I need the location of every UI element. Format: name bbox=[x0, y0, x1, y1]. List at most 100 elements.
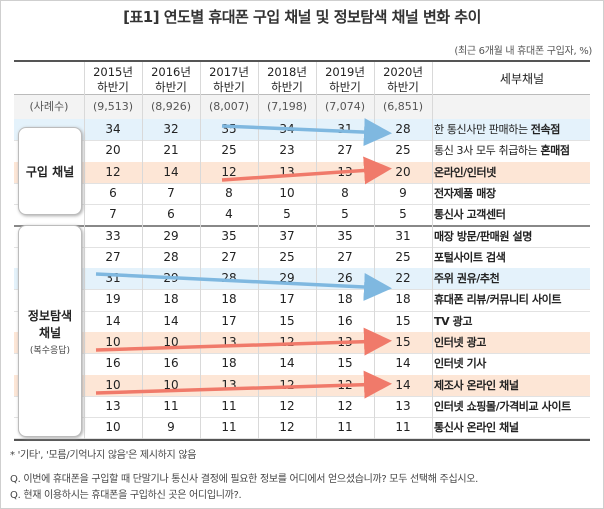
period-half: 하반기 bbox=[155, 80, 187, 94]
label-emphasis: 매장 방문/판매원 설명 bbox=[434, 229, 532, 243]
cell-value: 15 bbox=[395, 313, 411, 328]
cell-value: 13 bbox=[105, 398, 121, 413]
cell-value: 17 bbox=[221, 313, 237, 328]
table-header: 2015년 하반기 2016년 하반기 2017년 하반기 2018년 하반기 2019… bbox=[14, 60, 590, 96]
cell-value: 14 bbox=[105, 313, 121, 328]
label-prefix: 통신 3사 모두 취급하는 bbox=[434, 144, 541, 158]
cell-value: 27 bbox=[337, 249, 353, 264]
header-period-2020: 2020년 하반기 bbox=[374, 62, 432, 96]
label-emphasis: 인터넷 광고 bbox=[434, 336, 487, 349]
column-divider bbox=[84, 62, 85, 439]
sub-channel-label: 전자제품 매장 bbox=[434, 183, 496, 204]
cell-value: 5 bbox=[399, 207, 407, 222]
cell-value: 20 bbox=[105, 143, 121, 158]
table-row: 27 28 27 25 27 25 포털사이트 검색 bbox=[14, 247, 590, 270]
trend-arrow-up bbox=[95, 370, 392, 399]
question-note: Q. 이번에 휴대폰을 구입할 때 단말기나 통신사 결정에 필요한 정보를 어… bbox=[10, 474, 479, 485]
sub-channel-label: 주위 권유/추천 bbox=[434, 268, 500, 289]
column-divider bbox=[142, 62, 143, 439]
cell-value: 6 bbox=[167, 207, 175, 222]
cell-value: 35 bbox=[337, 228, 353, 243]
cell-value: 11 bbox=[337, 420, 353, 435]
cell-value: 9 bbox=[399, 185, 407, 200]
cell-value: 13 bbox=[395, 398, 411, 413]
header-period-2015: 2015년 하반기 bbox=[84, 62, 142, 96]
category-info-channel: 정보탐색 채널 (복수응답) bbox=[18, 225, 82, 437]
label-emphasis: 제조사 온라인 채널 bbox=[434, 378, 519, 392]
period-half: 하반기 bbox=[213, 80, 245, 94]
period-year: 2020년 bbox=[383, 65, 423, 79]
column-divider bbox=[258, 62, 259, 439]
cell-value: 7 bbox=[167, 185, 175, 200]
header-period-2018: 2018년 하반기 bbox=[258, 62, 316, 96]
column-divider bbox=[432, 62, 433, 439]
cell-value: 8 bbox=[341, 185, 349, 200]
sample-count-row: (사례수) (9,513) (8,926) (8,007) (7,198) (7… bbox=[14, 94, 590, 121]
cell-value: 14 bbox=[279, 356, 295, 371]
cell-value: 6 bbox=[109, 185, 117, 200]
cell-value: 20 bbox=[395, 164, 411, 179]
cell-value: 18 bbox=[221, 292, 237, 307]
period-half: 하반기 bbox=[97, 80, 129, 94]
question-note: Q. 현재 이용하시는 휴대폰을 구입하신 곳은 어디입니까?. bbox=[10, 490, 242, 501]
table-bottom-border bbox=[14, 438, 590, 441]
category-name: 채널 bbox=[38, 325, 62, 340]
category-name: 구입 채널 bbox=[25, 164, 75, 179]
label-emphasis: 인터넷 쇼핑몰/가격비교 사이트 bbox=[434, 399, 571, 413]
label-emphasis: 인터넷 기사 bbox=[434, 357, 487, 371]
label-emphasis: TV 광고 bbox=[434, 314, 473, 328]
trend-arrow-up bbox=[221, 156, 392, 185]
cell-value: 12 bbox=[337, 398, 353, 413]
header-sub-channel: 세부채널 bbox=[499, 72, 545, 86]
sub-channel-label: 제조사 온라인 채널 bbox=[434, 375, 519, 396]
sub-channel-label: 휴대폰 리뷰/커뮤니티 사이트 bbox=[434, 289, 562, 310]
cell-value: 11 bbox=[221, 398, 237, 413]
cell-value: 10 bbox=[105, 377, 121, 392]
category-purchase-channel: 구입 채널 bbox=[18, 127, 82, 215]
label-prefix: 한 통신사만 판매하는 bbox=[434, 123, 531, 136]
cell-value: 10 bbox=[163, 377, 179, 392]
cell-value: 25 bbox=[395, 143, 411, 158]
sub-channel-label: 통신사 온라인 채널 bbox=[434, 417, 519, 438]
cell-value: 10 bbox=[105, 335, 121, 349]
cell-value: 12 bbox=[221, 164, 237, 179]
period-half: 하반기 bbox=[387, 80, 419, 94]
period-year: 2015년 bbox=[93, 65, 133, 79]
period-year: 2019년 bbox=[325, 65, 365, 79]
cell-value: 14 bbox=[395, 377, 411, 392]
label-emphasis: 온라인/인터넷 bbox=[434, 165, 496, 179]
label-emphasis: 통신사 온라인 채널 bbox=[434, 421, 519, 435]
sample-count: (8,007) bbox=[208, 100, 250, 113]
cell-value: 14 bbox=[163, 313, 179, 328]
cell-value: 25 bbox=[221, 143, 237, 158]
sub-channel-label: 인터넷 쇼핑몰/가격비교 사이트 bbox=[434, 396, 571, 417]
cell-value: 18 bbox=[395, 292, 411, 307]
category-note: (복수응답) bbox=[29, 345, 71, 356]
sub-channel-label: 매장 방문/판매원 설명 bbox=[434, 226, 532, 247]
cell-value: 12 bbox=[279, 398, 295, 413]
cell-value: 11 bbox=[221, 420, 237, 435]
period-year: 2017년 bbox=[209, 65, 249, 79]
cell-value: 16 bbox=[163, 356, 179, 371]
sub-channel-label: 인터넷 광고 bbox=[434, 332, 486, 353]
column-divider bbox=[200, 62, 201, 439]
table-row: 33 29 35 37 35 31 매장 방문/판매원 설명 bbox=[14, 226, 590, 248]
column-divider bbox=[374, 62, 375, 439]
footnote: * '기타', '모름/기억나지 않음'은 제시하지 않음 bbox=[10, 450, 197, 461]
cell-value: 37 bbox=[279, 228, 295, 243]
cell-value: 17 bbox=[279, 292, 295, 307]
trend-arrow-down bbox=[221, 118, 392, 147]
cell-value: 27 bbox=[105, 249, 121, 264]
sample-count: (9,513) bbox=[92, 100, 134, 113]
cell-value: 11 bbox=[163, 398, 179, 413]
sub-channel-label: 한 통신사만 판매하는 전속점 bbox=[434, 119, 560, 140]
cell-value: 14 bbox=[395, 356, 411, 371]
unit-note: (최근 6개월 내 휴대폰 구입자, %) bbox=[454, 46, 592, 57]
cell-value: 28 bbox=[163, 249, 179, 264]
table-row: 13 11 11 12 12 13 인터넷 쇼핑몰/가격비교 사이트 bbox=[14, 396, 590, 419]
cell-value: 5 bbox=[341, 207, 349, 222]
label-emphasis: 전자제품 매장 bbox=[434, 186, 496, 200]
period-year: 2016년 bbox=[151, 65, 191, 79]
cell-value: 27 bbox=[337, 143, 353, 158]
